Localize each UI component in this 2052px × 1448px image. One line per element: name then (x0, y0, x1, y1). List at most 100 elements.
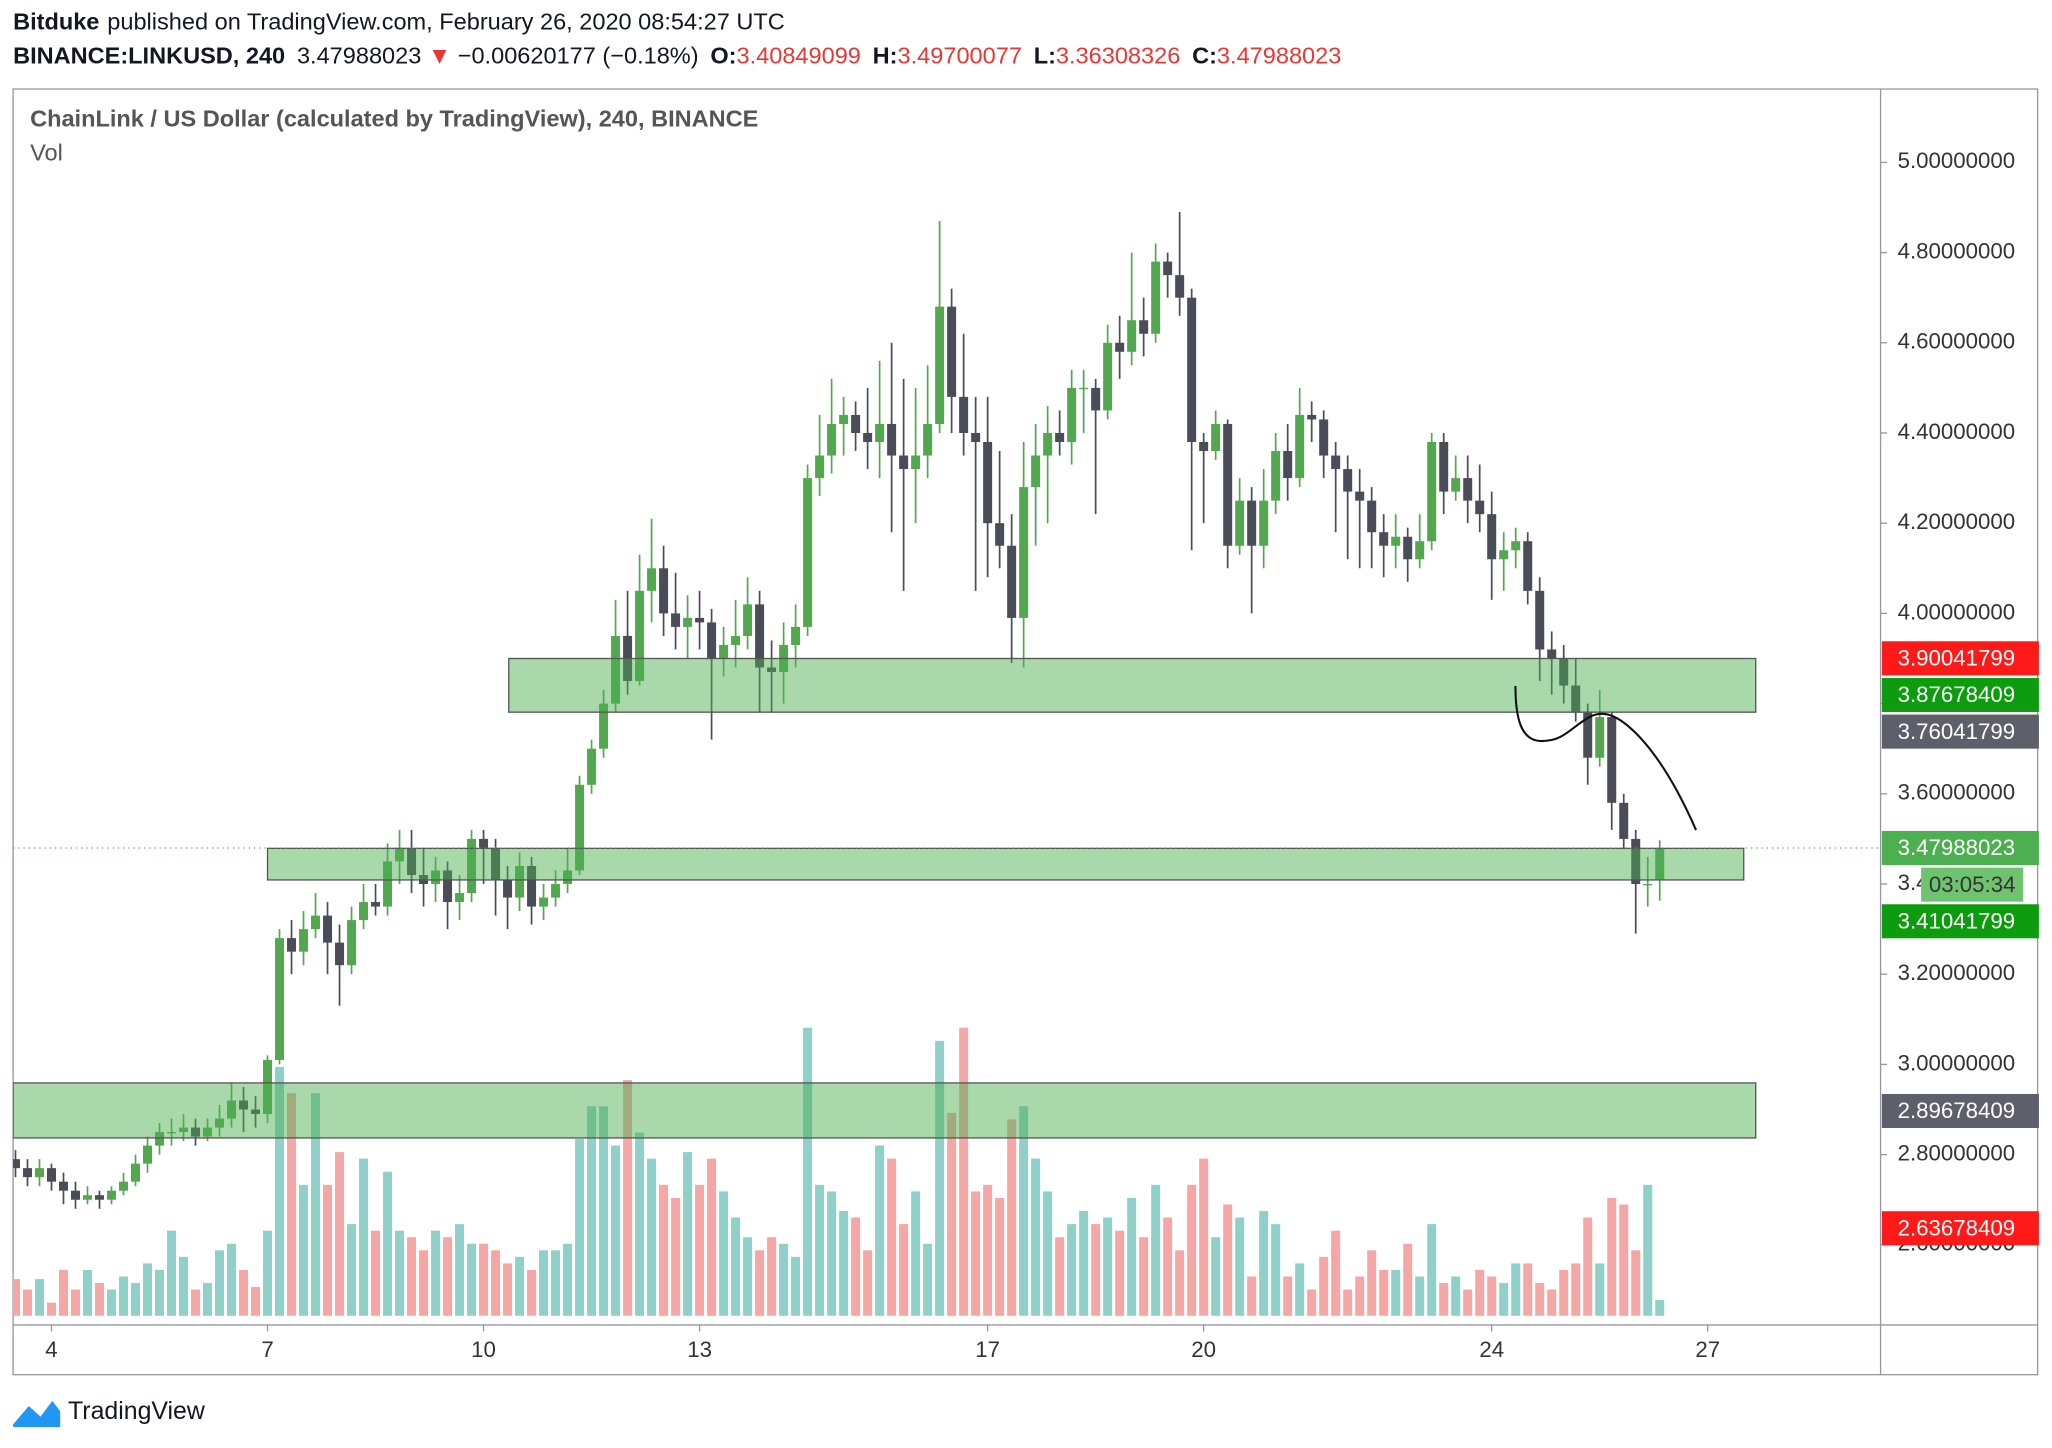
drawn-curve (1514, 686, 1697, 831)
price-tag-label: 2.89678409 (1898, 1098, 2016, 1123)
volume-bar (58, 1269, 68, 1316)
volume-bar (227, 1243, 237, 1316)
candle-body (695, 617, 705, 623)
volume-label: Vol (30, 140, 63, 166)
candle-body (1367, 500, 1377, 533)
author: Bitduke (13, 9, 99, 35)
candle-body (1571, 685, 1581, 713)
volume-bar (1211, 1237, 1221, 1316)
candle-body (887, 423, 897, 456)
candle-body (959, 396, 969, 433)
candle-body (575, 784, 585, 871)
candle-body (899, 455, 909, 470)
ohlc-value: 3.49700077 (898, 43, 1022, 69)
candle-body (539, 897, 549, 907)
candle-body (1403, 536, 1413, 560)
price-tag-label: 2.63678409 (1898, 1215, 2016, 1240)
candle-body (803, 478, 813, 627)
support-zone (13, 1082, 1757, 1139)
volume-bar (191, 1289, 201, 1316)
volume-bar (431, 1230, 441, 1316)
volume-bar (371, 1230, 381, 1316)
candle-body (395, 847, 405, 862)
volume-bar (1019, 1106, 1029, 1316)
candle-body (1307, 414, 1317, 420)
candle-body (1499, 550, 1509, 560)
x-tick-label: 13 (687, 1337, 712, 1362)
candle-body (635, 590, 645, 682)
candle-body (731, 635, 741, 645)
candle-body (203, 1127, 213, 1137)
volume-bar (1295, 1263, 1305, 1316)
candle-body (1067, 387, 1077, 443)
candle-body (239, 1100, 249, 1110)
countdown: 03:05:34 (1929, 872, 2016, 897)
volume-bar (1343, 1289, 1353, 1316)
volume-bar (1319, 1256, 1329, 1316)
candle-body (1007, 545, 1017, 618)
candle-body (1295, 414, 1305, 479)
candle-body (22, 1168, 32, 1178)
candle-body (995, 523, 1005, 546)
volume-bar (203, 1283, 213, 1316)
volume-bar (407, 1237, 417, 1316)
volume-bar (1427, 1224, 1437, 1316)
candle-body (70, 1190, 80, 1200)
x-tick-label: 7 (261, 1337, 273, 1362)
volume-bar (743, 1237, 753, 1316)
ohlc-value: 3.36308326 (1056, 43, 1180, 69)
volume-bar (1067, 1224, 1077, 1316)
candle-body (1595, 717, 1605, 758)
volume-bar (1367, 1250, 1377, 1316)
candle-body (335, 942, 345, 966)
candle-body (443, 870, 453, 903)
volume-bar (827, 1191, 837, 1316)
publish-line: Bitduke published on TradingView.com, Feb… (13, 9, 785, 35)
candle-body (1319, 419, 1329, 456)
candle-body (587, 748, 597, 785)
y-tick-label: 4.40000000 (1898, 419, 2016, 444)
volume-bar (755, 1250, 765, 1316)
x-tick-label: 17 (975, 1337, 1000, 1362)
candle-body (1043, 432, 1053, 456)
volume-bar (1595, 1263, 1605, 1316)
volume-bar (1607, 1197, 1617, 1316)
volume-bar (143, 1263, 153, 1316)
candle-body (683, 617, 693, 627)
symbol: BINANCE:LINKUSD, 240 (13, 43, 285, 69)
candle-body (491, 847, 501, 880)
candle-body (1163, 261, 1173, 276)
price-tag (1881, 677, 2039, 712)
candle-body (1523, 541, 1533, 591)
price-tag (1881, 904, 2039, 939)
volume-bar (70, 1289, 80, 1316)
candle-body (1391, 536, 1401, 546)
candle-body (1607, 717, 1617, 803)
y-tick-label: 3.20000000 (1898, 960, 2016, 985)
volume-bar (815, 1184, 825, 1316)
volume-bar (467, 1243, 477, 1316)
volume-bar (599, 1106, 609, 1316)
price-tag (1881, 714, 2039, 749)
volume-bar (1475, 1269, 1485, 1316)
volume-bar (803, 1027, 813, 1316)
candle-body (983, 442, 993, 524)
candle-body (935, 306, 945, 424)
volume-bar (263, 1230, 273, 1316)
candle-body (1415, 541, 1425, 560)
candle-body (46, 1168, 56, 1182)
volume-bar (1271, 1224, 1281, 1316)
y-tick-label: 3.00000000 (1898, 1050, 2016, 1075)
volume-bar (323, 1184, 333, 1316)
volume-bar (575, 1139, 585, 1316)
volume-bar (995, 1197, 1005, 1316)
candle-body (323, 915, 333, 943)
volume-bar (1307, 1289, 1317, 1316)
volume-bar (875, 1145, 885, 1316)
candle-body (1091, 387, 1101, 411)
candle-body (347, 920, 357, 966)
candle-body (1439, 442, 1449, 492)
price-tag (1881, 1093, 2039, 1128)
candle-body (1271, 451, 1281, 501)
